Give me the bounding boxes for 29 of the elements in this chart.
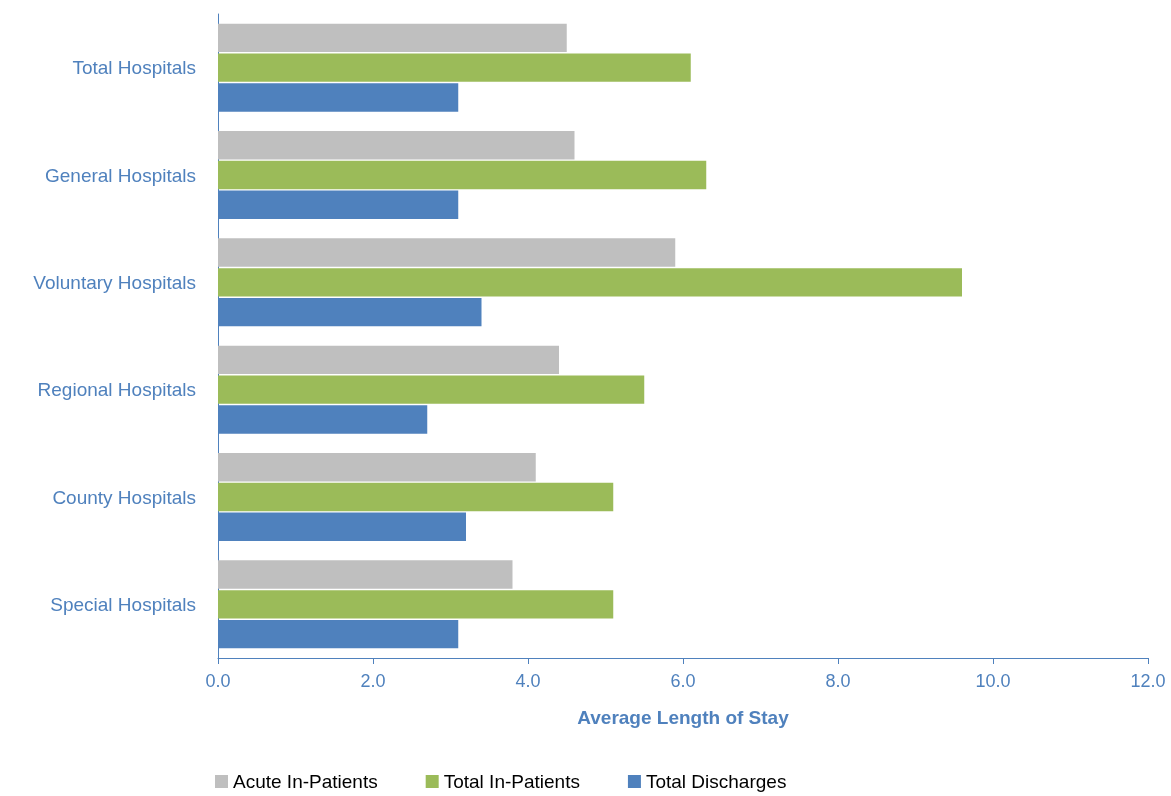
bar [218, 53, 691, 82]
bar [218, 560, 513, 589]
y-tick-label: Total Hospitals [72, 57, 196, 79]
x-tick-label: 12.0 [1130, 671, 1166, 691]
y-tick-label: General Hospitals [44, 164, 196, 186]
y-tick-label: Special Hospitals [50, 593, 196, 615]
bar [218, 23, 567, 53]
legend-label: Total Discharges [645, 771, 787, 792]
y-tick-label: Voluntary Hospitals [33, 271, 196, 293]
bar [218, 452, 536, 482]
bar [218, 130, 575, 160]
bar [218, 375, 645, 404]
x-tick-label: 10.0 [975, 671, 1011, 691]
x-tick-label: 8.0 [825, 671, 851, 691]
legend-label: Total In-Patients [443, 771, 580, 792]
legend-label: Acute In-Patients [233, 771, 378, 792]
y-tick-label: Regional Hospitals [37, 379, 196, 401]
x-tick-label: 6.0 [670, 671, 696, 691]
bar [218, 268, 962, 297]
x-tick-label: 2.0 [360, 671, 386, 691]
bar [218, 482, 614, 512]
bar [218, 238, 676, 267]
bar [218, 160, 707, 190]
bar [218, 590, 614, 619]
bar [218, 345, 559, 375]
x-tick-label: 4.0 [515, 671, 541, 691]
x-tick-label: 0.0 [205, 671, 231, 691]
x-axis-title: Average Length of Stay [577, 707, 790, 728]
y-tick-label: County Hospitals [52, 486, 196, 508]
